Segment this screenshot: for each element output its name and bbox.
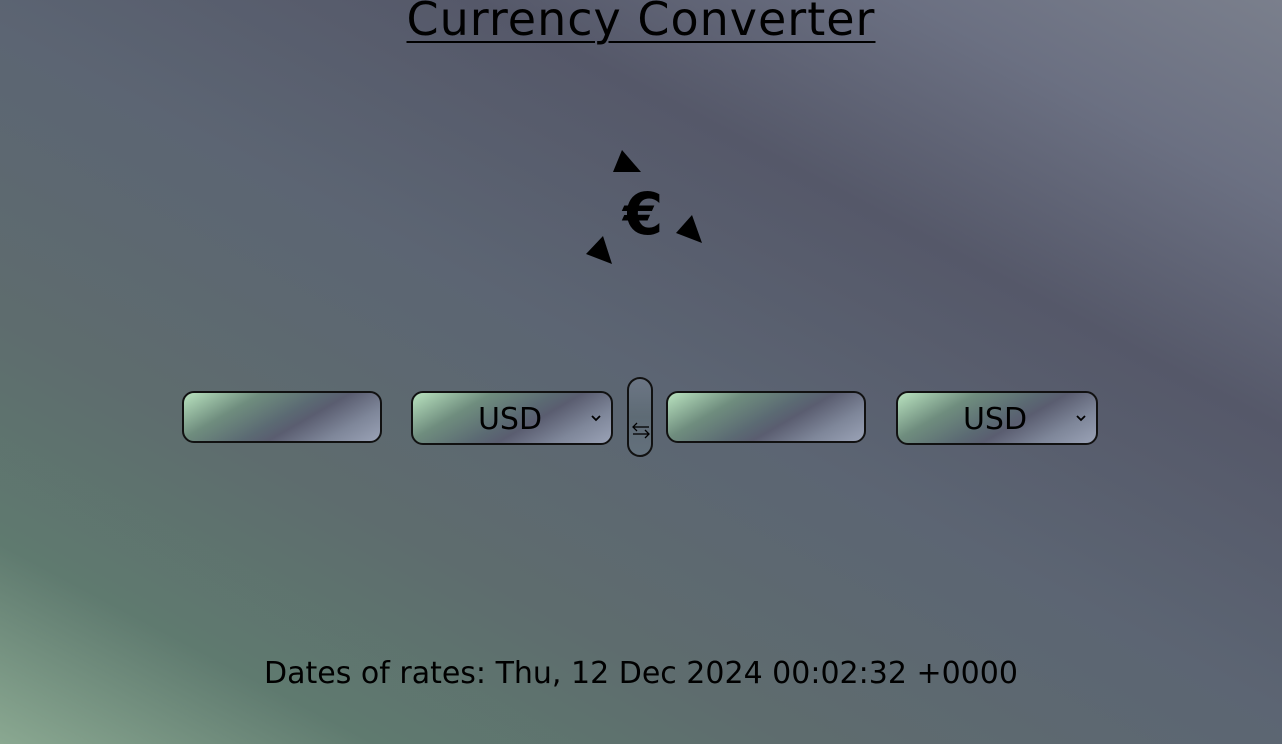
chevron-down-icon [591, 415, 601, 422]
from-currency-value: USD [477, 402, 543, 437]
rates-date-text: Dates of rates: Thu, 12 Dec 2024 00:02:3… [264, 656, 1018, 691]
to-currency-select[interactable]: USD [896, 391, 1098, 445]
rotating-arrows-icon [586, 150, 702, 264]
euro-icon: € [622, 180, 664, 248]
from-currency-select[interactable]: USD [411, 391, 613, 445]
currency-logo: € [580, 140, 710, 270]
swap-arrows-icon [632, 422, 650, 439]
chevron-down-icon [1076, 415, 1086, 422]
page-title: Currency Converter [406, 0, 876, 46]
swap-currencies-button[interactable] [627, 377, 653, 457]
to-currency-value: USD [962, 402, 1028, 437]
to-amount-input[interactable] [666, 391, 866, 443]
from-amount-input[interactable] [182, 391, 382, 443]
